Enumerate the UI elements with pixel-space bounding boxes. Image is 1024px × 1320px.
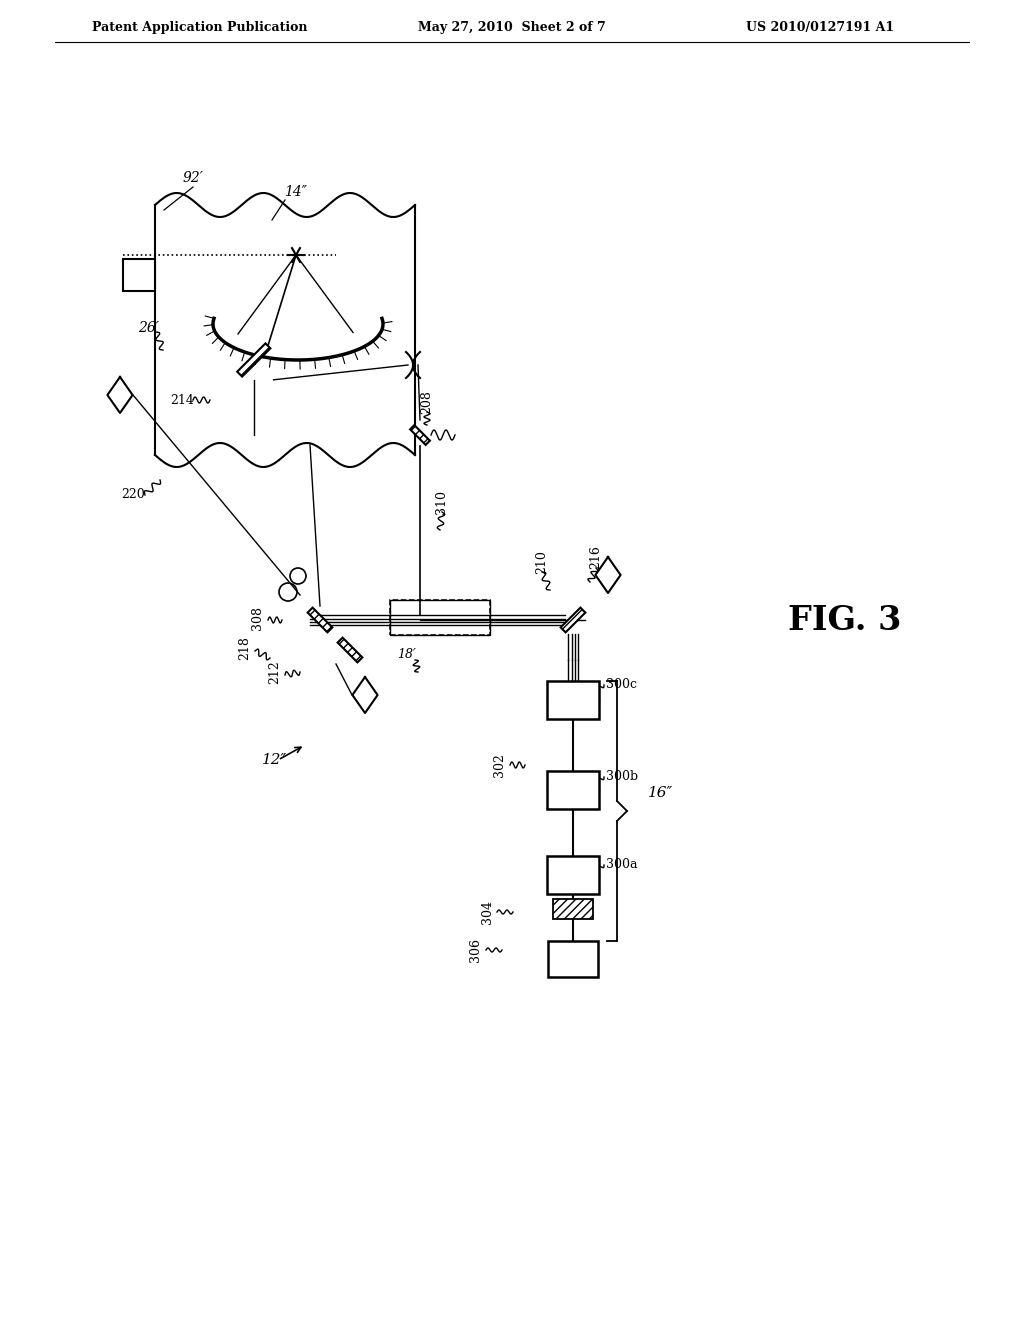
Text: FIG. 3: FIG. 3 <box>788 603 902 636</box>
Text: 210: 210 <box>536 550 549 574</box>
Bar <box>547 771 599 809</box>
Bar <box>553 899 593 919</box>
Text: 310: 310 <box>435 490 449 513</box>
Polygon shape <box>338 638 362 663</box>
Bar <box>547 855 599 894</box>
Text: 12″: 12″ <box>262 752 288 767</box>
Text: 14″: 14″ <box>284 185 306 199</box>
Bar <box>390 601 490 635</box>
Polygon shape <box>595 557 621 593</box>
Text: 306: 306 <box>469 939 482 962</box>
Text: May 27, 2010  Sheet 2 of 7: May 27, 2010 Sheet 2 of 7 <box>418 21 606 33</box>
Text: 300c: 300c <box>606 678 637 692</box>
Text: 212: 212 <box>268 660 282 684</box>
Polygon shape <box>108 378 132 413</box>
Text: 216: 216 <box>590 545 602 569</box>
Text: 300a: 300a <box>606 858 638 871</box>
Text: 300b: 300b <box>606 771 638 784</box>
Text: 26′: 26′ <box>137 321 159 335</box>
Text: 218: 218 <box>239 636 252 660</box>
Polygon shape <box>560 607 586 632</box>
Polygon shape <box>307 607 333 632</box>
Polygon shape <box>352 677 378 713</box>
Bar <box>390 601 490 635</box>
Text: 302: 302 <box>494 754 507 777</box>
Bar <box>123 259 155 290</box>
Text: US 2010/0127191 A1: US 2010/0127191 A1 <box>745 21 894 33</box>
Polygon shape <box>238 343 270 376</box>
Text: 18′: 18′ <box>397 648 417 660</box>
Text: 208: 208 <box>421 391 433 414</box>
Text: 214: 214 <box>170 393 194 407</box>
Text: Patent Application Publication: Patent Application Publication <box>92 21 308 33</box>
Text: 308: 308 <box>252 606 264 630</box>
Text: 304: 304 <box>480 900 494 924</box>
Text: 16″: 16″ <box>648 785 673 800</box>
Text: 220: 220 <box>121 488 144 502</box>
Polygon shape <box>410 425 430 445</box>
Bar <box>547 681 599 719</box>
Text: 92′: 92′ <box>182 172 204 185</box>
Bar <box>548 941 598 977</box>
